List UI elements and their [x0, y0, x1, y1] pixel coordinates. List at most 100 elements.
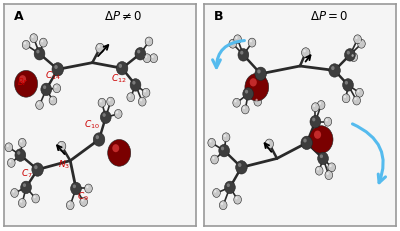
- Circle shape: [144, 91, 146, 93]
- Circle shape: [116, 112, 118, 114]
- Circle shape: [230, 42, 233, 44]
- Circle shape: [350, 53, 358, 62]
- Circle shape: [317, 168, 319, 171]
- Circle shape: [152, 56, 154, 59]
- Circle shape: [256, 99, 258, 102]
- Circle shape: [301, 137, 312, 150]
- Circle shape: [245, 74, 269, 102]
- Circle shape: [214, 190, 216, 193]
- Circle shape: [257, 70, 261, 74]
- Circle shape: [32, 163, 43, 176]
- Circle shape: [209, 140, 212, 143]
- Circle shape: [254, 98, 262, 107]
- Circle shape: [208, 139, 216, 148]
- Circle shape: [248, 39, 256, 48]
- Circle shape: [265, 140, 274, 149]
- Circle shape: [356, 89, 363, 98]
- Circle shape: [227, 184, 230, 187]
- Circle shape: [112, 145, 119, 152]
- Circle shape: [342, 94, 350, 103]
- Circle shape: [85, 184, 92, 193]
- Text: A: A: [14, 10, 23, 23]
- Circle shape: [102, 114, 106, 117]
- Circle shape: [357, 91, 360, 93]
- Circle shape: [238, 49, 249, 62]
- Circle shape: [329, 64, 340, 78]
- Circle shape: [352, 55, 354, 58]
- Circle shape: [30, 35, 38, 43]
- Circle shape: [233, 99, 240, 108]
- Circle shape: [52, 63, 64, 77]
- Circle shape: [219, 145, 230, 157]
- Circle shape: [53, 85, 61, 93]
- Circle shape: [54, 86, 57, 89]
- Circle shape: [98, 46, 100, 49]
- Circle shape: [320, 155, 323, 158]
- Circle shape: [229, 40, 237, 49]
- Circle shape: [127, 93, 134, 102]
- Circle shape: [309, 126, 333, 154]
- Circle shape: [32, 36, 34, 39]
- Circle shape: [359, 42, 362, 44]
- Circle shape: [250, 79, 257, 87]
- Circle shape: [96, 44, 104, 54]
- Circle shape: [243, 107, 245, 110]
- Circle shape: [222, 133, 230, 142]
- Circle shape: [319, 103, 321, 105]
- Circle shape: [221, 147, 224, 151]
- Circle shape: [347, 52, 350, 55]
- Circle shape: [130, 79, 141, 92]
- Circle shape: [23, 184, 26, 187]
- Circle shape: [36, 51, 40, 54]
- Text: $C_9$: $C_9$: [77, 190, 89, 202]
- Circle shape: [51, 98, 53, 101]
- Circle shape: [150, 55, 158, 63]
- Circle shape: [224, 135, 226, 137]
- Circle shape: [81, 199, 84, 202]
- Circle shape: [234, 36, 242, 45]
- Circle shape: [54, 66, 58, 70]
- Circle shape: [80, 198, 88, 207]
- Circle shape: [312, 118, 315, 122]
- Circle shape: [326, 119, 328, 122]
- Circle shape: [108, 140, 131, 167]
- Circle shape: [243, 88, 254, 101]
- Circle shape: [9, 160, 11, 163]
- Circle shape: [40, 39, 47, 48]
- Circle shape: [329, 165, 332, 167]
- Circle shape: [15, 149, 26, 162]
- Text: $\Delta P = 0$: $\Delta P = 0$: [310, 10, 348, 23]
- Text: $C_7$: $C_7$: [21, 166, 33, 179]
- Circle shape: [143, 55, 151, 63]
- Circle shape: [212, 157, 214, 160]
- Circle shape: [33, 196, 36, 198]
- Circle shape: [318, 152, 328, 165]
- Circle shape: [93, 133, 105, 146]
- Circle shape: [242, 106, 249, 114]
- Circle shape: [96, 136, 99, 140]
- Circle shape: [138, 98, 146, 107]
- Circle shape: [354, 36, 362, 45]
- Circle shape: [137, 51, 140, 54]
- Circle shape: [240, 52, 243, 55]
- Circle shape: [71, 182, 81, 195]
- Circle shape: [245, 90, 248, 94]
- Circle shape: [250, 41, 252, 43]
- Circle shape: [325, 171, 333, 180]
- Circle shape: [345, 82, 348, 85]
- Circle shape: [41, 41, 43, 43]
- Circle shape: [353, 97, 360, 106]
- Circle shape: [86, 186, 88, 188]
- Circle shape: [315, 167, 323, 175]
- Circle shape: [140, 99, 142, 102]
- Text: $C_{12}$: $C_{12}$: [110, 72, 126, 85]
- Circle shape: [11, 189, 18, 198]
- Circle shape: [267, 141, 269, 144]
- Circle shape: [236, 161, 247, 174]
- Circle shape: [303, 50, 306, 53]
- Circle shape: [135, 48, 146, 61]
- Circle shape: [119, 65, 122, 69]
- Circle shape: [73, 185, 76, 188]
- Circle shape: [213, 189, 220, 198]
- Circle shape: [17, 151, 20, 155]
